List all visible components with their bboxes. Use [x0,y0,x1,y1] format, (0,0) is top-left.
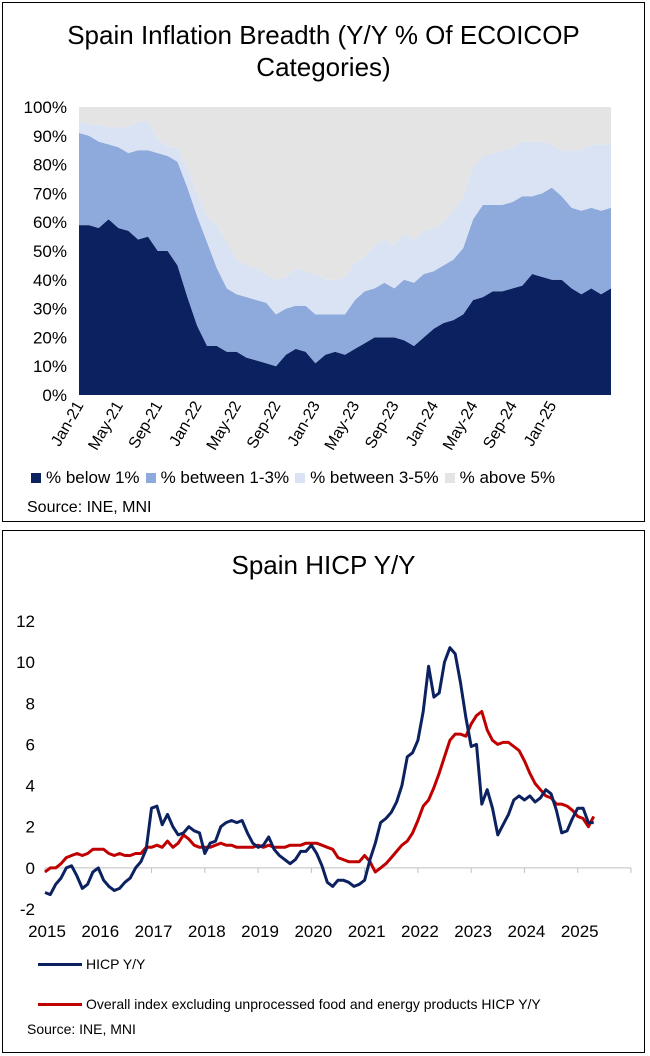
hicp-line-chart: -2 0 2 4 6 8 10 12 2015 2016 2017 2018 2019 2020 2021 2… [16,612,632,941]
x-tick-label: 2016 [81,922,119,941]
breadth-chart-panel: Spain Inflation Breadth (Y/Y % Of ECOICO… [2,2,645,522]
y-tick-label: 60% [33,213,67,232]
breadth-area-chart: 0%10%20%30%40%50%60%70%80%90%100%Jan-21M… [24,98,611,453]
y-tick-label: 30% [33,300,67,319]
legend-item: % below 1% [31,468,140,488]
y-tick-label: 0% [42,386,67,405]
x-tick-label: 2015 [28,922,66,941]
legend-hicp: HICP Y/Y [38,956,145,972]
series-line-1 [44,710,596,874]
x-tick-label: 2020 [294,922,332,941]
x-tick-label: 2017 [135,922,173,941]
y-tick-label: 4 [26,777,35,796]
x-tick-label: Jan-23 [285,398,324,449]
y-tick-label: 2 [26,818,35,837]
y-tick-label: 70% [33,184,67,203]
legend-item: % between 1-3% [145,468,290,488]
x-tick-label: Jan-25 [521,398,560,449]
x-tick-label: Sep-22 [244,398,285,451]
x-tick-label: Jan-22 [167,398,206,449]
x-tick-label: 2024 [508,922,546,941]
x-tick-label: 2023 [454,922,492,941]
x-tick-label: Jan-24 [403,398,442,449]
legend-core: Overall index excluding unprocessed food… [38,996,541,1012]
x-tick-label: Sep-21 [126,398,167,451]
legend-item: % above 5% [444,468,556,488]
x-tick-label: May-23 [322,398,363,453]
y-tick-label: -2 [20,900,35,919]
y-tick-label: 40% [33,271,67,290]
x-tick-label: May-21 [85,398,126,453]
y-tick-label: 10 [16,653,35,672]
x-tick-label: Sep-24 [480,398,521,451]
y-tick-label: 12 [16,612,35,631]
legend-core-label: Overall index excluding unprocessed food… [86,996,541,1012]
area-series-2 [79,121,611,315]
hicp-chart-panel: Spain HICP Y/Y -2 0 2 4 6 8 10 12 2015 2016 2017 20… [2,530,645,1053]
legend-label: % between 3-5% [310,468,439,487]
legend-swatch [145,473,156,483]
hicp-source: Source: INE, MNI [27,1021,136,1037]
x-tick-label: 2021 [348,922,386,941]
x-tick-label: May-24 [440,398,481,453]
legend-hicp-swatch [38,962,82,966]
y-tick-label: 0 [26,859,35,878]
y-tick-label: 90% [33,127,67,146]
area-series-1 [79,132,611,367]
breadth-source: Source: INE, MNI [27,499,152,516]
legend-item: % between 3-5% [295,468,439,488]
x-tick-label: 2022 [401,922,439,941]
y-tick-label: 10% [33,357,67,376]
legend-label: % above 5% [459,468,556,487]
area-series-3 [79,107,611,280]
x-tick-label: Sep-23 [362,398,403,451]
legend-core-swatch [38,1002,82,1006]
legend-swatch [295,473,306,483]
y-tick-label: 100% [24,98,67,117]
breadth-chart-title: Spain Inflation Breadth (Y/Y % Of ECOICO… [67,20,580,82]
y-tick-label: 50% [33,242,67,261]
legend-label: % between 1-3% [160,468,290,487]
series-line-0 [44,646,594,897]
x-tick-label: May-22 [204,398,245,453]
x-tick-label: 2025 [561,922,599,941]
y-tick-label: 6 [26,735,35,754]
x-tick-label: Jan-21 [48,398,87,449]
x-tick-label: 2019 [241,922,279,941]
legend-label: % below 1% [46,468,140,487]
legend-hicp-label: HICP Y/Y [86,956,146,972]
y-tick-label: 80% [33,156,67,175]
legend-swatch [31,473,41,483]
y-tick-label: 8 [26,694,35,713]
breadth-legend: % below 1% % between 1-3% % between 3-5% % … [31,468,561,488]
area-series-0 [79,219,611,395]
y-tick-label: 20% [33,328,67,347]
hicp-chart-title: Spain HICP Y/Y [231,550,416,580]
x-tick-label: 2018 [188,922,226,941]
legend-swatch [444,473,455,483]
